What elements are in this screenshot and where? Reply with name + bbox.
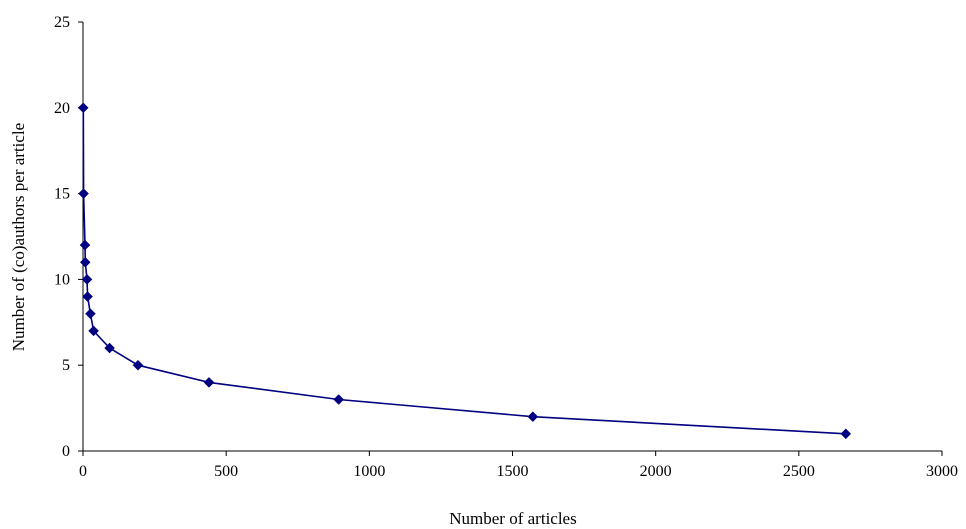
x-tick-label: 0 <box>79 463 87 480</box>
data-point-marker <box>79 256 91 268</box>
data-point-marker <box>840 428 852 440</box>
data-point-marker <box>79 239 91 251</box>
x-axis-title: Number of articles <box>449 509 576 528</box>
data-point-marker <box>333 394 345 405</box>
data-point-marker <box>132 359 144 371</box>
x-tick-label: 500 <box>214 463 238 480</box>
series-line <box>82 107 846 435</box>
y-tick-label: 0 <box>62 443 70 460</box>
data-point-marker <box>85 308 96 320</box>
x-tick-label: 3000 <box>926 463 958 480</box>
y-tick-label: 20 <box>54 100 70 117</box>
y-tick-label: 10 <box>54 271 70 288</box>
y-tick-label: 25 <box>54 14 70 31</box>
x-tick-label: 1000 <box>353 463 385 480</box>
axes <box>82 22 942 452</box>
data-point-marker <box>78 188 89 199</box>
y-axis-title: Number of (co)authors per article <box>9 123 28 351</box>
x-tick-label: 2500 <box>783 463 815 480</box>
x-axis-ticks: 0 500 1000 1500 2000 2500 3000 <box>79 451 958 480</box>
data-point-marker <box>82 291 93 302</box>
data-point-marker <box>81 274 93 285</box>
series-markers <box>77 102 852 440</box>
data-point-marker <box>104 342 115 354</box>
x-tick-label: 2000 <box>640 463 672 480</box>
data-point-marker <box>77 102 89 114</box>
data-point-marker <box>527 411 539 423</box>
y-tick-label: 15 <box>54 186 70 203</box>
x-tick-label: 1500 <box>497 463 529 480</box>
y-axis-ticks: 0 5 10 15 20 25 <box>54 14 83 460</box>
data-point-marker <box>88 325 99 337</box>
y-tick-label: 5 <box>62 357 70 374</box>
data-point-marker <box>203 377 215 388</box>
